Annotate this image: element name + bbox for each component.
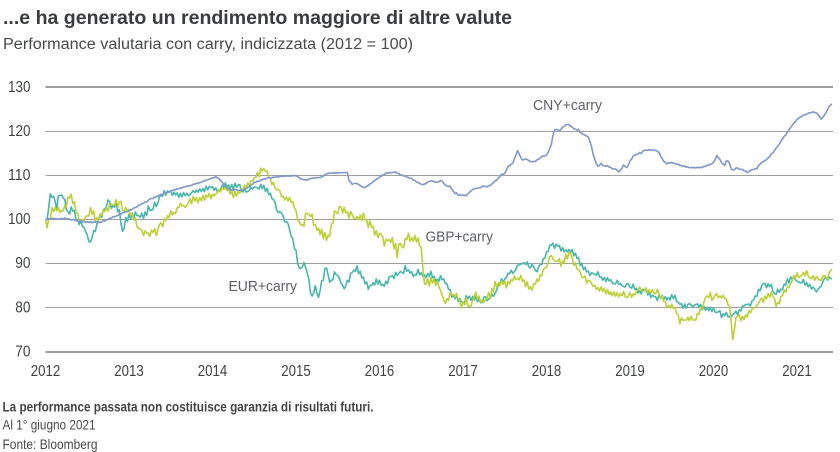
svg-text:GBP+carry: GBP+carry: [426, 229, 494, 246]
svg-text:Al 1° giugno 2021: Al 1° giugno 2021: [3, 417, 96, 433]
svg-text:CNY+carry: CNY+carry: [533, 97, 602, 114]
svg-text:2014: 2014: [198, 363, 227, 380]
svg-text:120: 120: [8, 123, 31, 140]
svg-text:Fonte: Bloomberg: Fonte: Bloomberg: [3, 436, 98, 452]
svg-text:90: 90: [15, 255, 30, 272]
svg-text:2016: 2016: [365, 363, 394, 380]
svg-text:100: 100: [8, 211, 31, 228]
svg-text:2020: 2020: [699, 363, 728, 380]
svg-text:2012: 2012: [31, 363, 60, 380]
svg-text:Performance valutaria con carr: Performance valutaria con carry, indiciz…: [3, 36, 413, 53]
svg-text:La performance passata non cos: La performance passata non costituisce g…: [3, 400, 374, 415]
svg-text:2013: 2013: [114, 363, 143, 380]
svg-text:80: 80: [15, 299, 30, 316]
svg-text:2017: 2017: [448, 363, 477, 380]
svg-text:2019: 2019: [615, 363, 644, 380]
svg-text:70: 70: [15, 344, 30, 361]
svg-text:130: 130: [8, 79, 31, 96]
svg-text:2015: 2015: [281, 363, 310, 380]
svg-text:2018: 2018: [532, 363, 561, 380]
svg-text:2021: 2021: [782, 363, 811, 380]
svg-text:EUR+carry: EUR+carry: [229, 278, 298, 295]
svg-text:110: 110: [8, 167, 31, 184]
svg-text:...e ha generato un rendimento: ...e ha generato un rendimento maggiore …: [3, 7, 512, 29]
